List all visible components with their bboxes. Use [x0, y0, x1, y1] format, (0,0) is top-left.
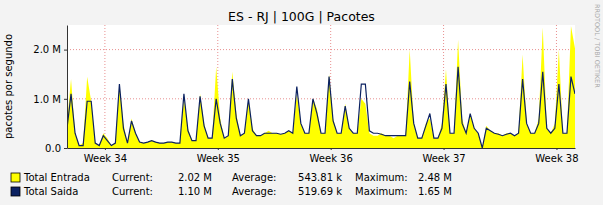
- tick-label: 2.0 M: [33, 44, 61, 55]
- grid-line: [104, 25, 105, 148]
- tick-label: Week 34: [84, 153, 127, 164]
- tick: Week 34: [84, 148, 127, 164]
- tick-label: Week 36: [310, 153, 353, 164]
- legend-stat-label: Average:: [232, 172, 276, 183]
- tick-label: Week 37: [422, 153, 465, 164]
- tick-mark: [218, 148, 219, 150]
- axis-line: [68, 148, 576, 149]
- background: [0, 0, 603, 205]
- tick-mark: [556, 148, 557, 150]
- tick-label: 0.0: [45, 143, 61, 154]
- grid: [67, 25, 575, 148]
- grid-line: [67, 98, 575, 99]
- chart: ES - RJ | 100G | Pacotes pacotes por segu…: [0, 0, 603, 205]
- tick-mark: [64, 50, 67, 51]
- line: [67, 67, 575, 148]
- tick-mark: [64, 148, 67, 149]
- legend-stat-value: 543.81 k: [298, 172, 342, 183]
- tick: 1.0 M: [33, 94, 67, 105]
- tick: 0.0: [45, 143, 67, 154]
- tick-label: Week 35: [197, 153, 240, 164]
- legend-label: Total Saida: [23, 186, 78, 197]
- legend-stat-label: Current:: [112, 186, 153, 197]
- tick-label: Week 38: [535, 153, 578, 164]
- legend-stat-value: 1.65 M: [418, 186, 452, 197]
- tick-mark: [105, 148, 106, 150]
- legend-label: Total Entrada: [23, 172, 90, 183]
- legend-stat-label: Average:: [232, 186, 276, 197]
- series-group: [67, 26, 575, 148]
- axis-line: [67, 26, 68, 149]
- tick: Week 37: [422, 148, 465, 164]
- grid-line: [67, 49, 575, 50]
- tick: Week 35: [197, 148, 240, 164]
- tick: Week 38: [535, 148, 578, 164]
- legend-stat-label: Maximum:: [355, 186, 408, 197]
- plot-area: [67, 25, 575, 148]
- legend-swatch: [11, 173, 20, 182]
- watermark: RRDTOOL / TOBI OETIKER: [593, 4, 601, 88]
- legend-stat-label: Current:: [112, 172, 153, 183]
- tick: 2.0 M: [33, 44, 67, 55]
- legend-stat-value: 2.48 M: [418, 172, 452, 183]
- y-axis-title: pacotes por segundo: [3, 34, 14, 139]
- legend-stat-value: 2.02 M: [178, 172, 212, 183]
- legend-stat-label: Maximum:: [355, 172, 408, 183]
- area: [67, 26, 575, 148]
- title: ES - RJ | 100G | Pacotes: [228, 9, 375, 24]
- legend-swatch: [11, 187, 20, 196]
- legend-stat-value: 1.10 M: [178, 186, 212, 197]
- tick-mark: [331, 148, 332, 150]
- tick: Week 36: [310, 148, 353, 164]
- legend-stat-value: 519.69 k: [298, 186, 342, 197]
- tick-label: 1.0 M: [33, 94, 61, 105]
- y-axis: 0.0 1.0 M 2.0 M: [33, 26, 67, 154]
- legend: Total Entrada Current: 2.02 M Average: 543.8…: [11, 172, 452, 197]
- tick-mark: [64, 99, 67, 100]
- x-axis: Week 34 Week 35 Week 36 Week 37 Week 38: [68, 148, 579, 164]
- tick-mark: [444, 148, 445, 150]
